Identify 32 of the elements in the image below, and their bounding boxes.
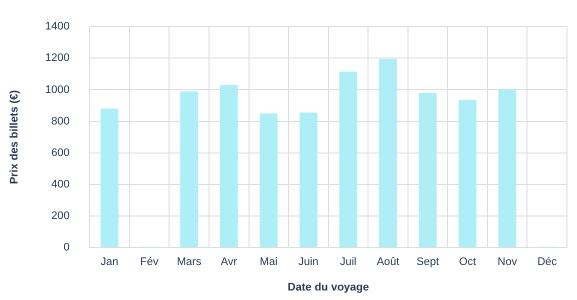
y-tick-label: 0 [64,242,70,254]
x-tick-label: Avr [220,256,238,268]
y-tick-label: 200 [51,210,70,222]
bar [299,112,318,248]
x-axis-title: Date du voyage [288,281,369,294]
bar [180,91,198,248]
bar [260,113,278,248]
bar [339,72,358,248]
x-tick-label: Sept [416,256,440,268]
x-tick-label: Fév [140,256,159,268]
x-tick-label: Nov [498,256,518,268]
y-tick-label: 400 [51,178,70,190]
x-tick-label: Jan [100,256,118,268]
y-tick-label: 600 [51,146,70,159]
x-tick-label: Oct [458,256,476,268]
bar [220,85,238,248]
x-tick-label: Juin [298,256,319,268]
x-tick-label: Mai [260,256,278,268]
bar [379,58,397,248]
y-tick-label: 1200 [45,52,70,64]
bar [458,100,477,248]
bar [418,92,437,248]
y-axis-title: Prix des billets (€) [8,90,21,184]
x-tick-label: Mars [176,256,202,268]
y-tick-label: 800 [51,115,70,128]
bar [498,88,516,248]
x-tick-label: Août [376,256,400,268]
x-tick-label: Juil [340,256,356,268]
y-tick-label: 1400 [45,20,70,33]
y-tick-label: 1000 [45,84,70,96]
x-tick-label: Déc [537,256,558,268]
bar [100,108,119,248]
